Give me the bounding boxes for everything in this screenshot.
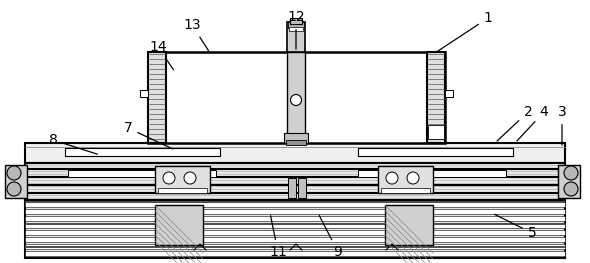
Circle shape [290, 94, 301, 105]
Bar [385, 205, 433, 245]
Bar [25, 200, 565, 258]
Bar [290, 18, 302, 24]
Text: 8: 8 [48, 133, 97, 154]
Bar [288, 178, 296, 198]
Bar [358, 148, 513, 156]
Bar [25, 201, 565, 203]
Text: 1: 1 [437, 11, 493, 52]
Bar [25, 246, 565, 248]
Bar [25, 209, 565, 214]
Text: 7: 7 [124, 121, 172, 149]
Bar [445, 90, 453, 97]
Circle shape [564, 182, 578, 196]
Bar [288, 22, 304, 28]
Bar [25, 244, 565, 249]
Bar [148, 52, 166, 143]
Bar [298, 178, 306, 198]
Bar [158, 188, 207, 193]
Bar [381, 188, 430, 193]
Bar [428, 125, 444, 139]
Bar [25, 251, 565, 256]
Bar [378, 166, 433, 193]
Bar [65, 148, 220, 156]
Text: 13: 13 [183, 18, 208, 51]
Bar [68, 170, 216, 177]
Bar [25, 230, 565, 235]
Text: 4: 4 [517, 105, 548, 141]
Bar [284, 133, 308, 143]
Bar [287, 22, 305, 52]
Bar [155, 205, 203, 245]
Text: 5: 5 [494, 214, 536, 240]
Bar [25, 202, 565, 207]
Bar [289, 27, 303, 31]
Text: 12: 12 [287, 10, 305, 49]
Bar [5, 165, 27, 198]
Text: 9: 9 [319, 215, 342, 259]
Circle shape [163, 172, 175, 184]
Text: 11: 11 [269, 216, 287, 259]
Bar [25, 237, 565, 242]
Circle shape [7, 166, 21, 180]
Circle shape [7, 182, 21, 196]
Bar [155, 166, 210, 193]
Bar [25, 216, 565, 221]
Text: 2: 2 [497, 105, 532, 141]
Circle shape [407, 172, 419, 184]
Bar [287, 52, 305, 143]
Bar [25, 223, 565, 225]
Text: 14: 14 [149, 40, 173, 70]
Text: 3: 3 [558, 105, 566, 145]
Circle shape [184, 172, 196, 184]
Bar [25, 223, 565, 228]
Bar [558, 165, 580, 198]
Circle shape [564, 166, 578, 180]
Bar [148, 52, 445, 143]
Bar [140, 90, 148, 97]
Bar [427, 52, 445, 143]
Bar [25, 143, 565, 163]
Bar [286, 140, 306, 145]
Bar [25, 163, 565, 200]
Bar [358, 170, 506, 177]
Circle shape [386, 172, 398, 184]
